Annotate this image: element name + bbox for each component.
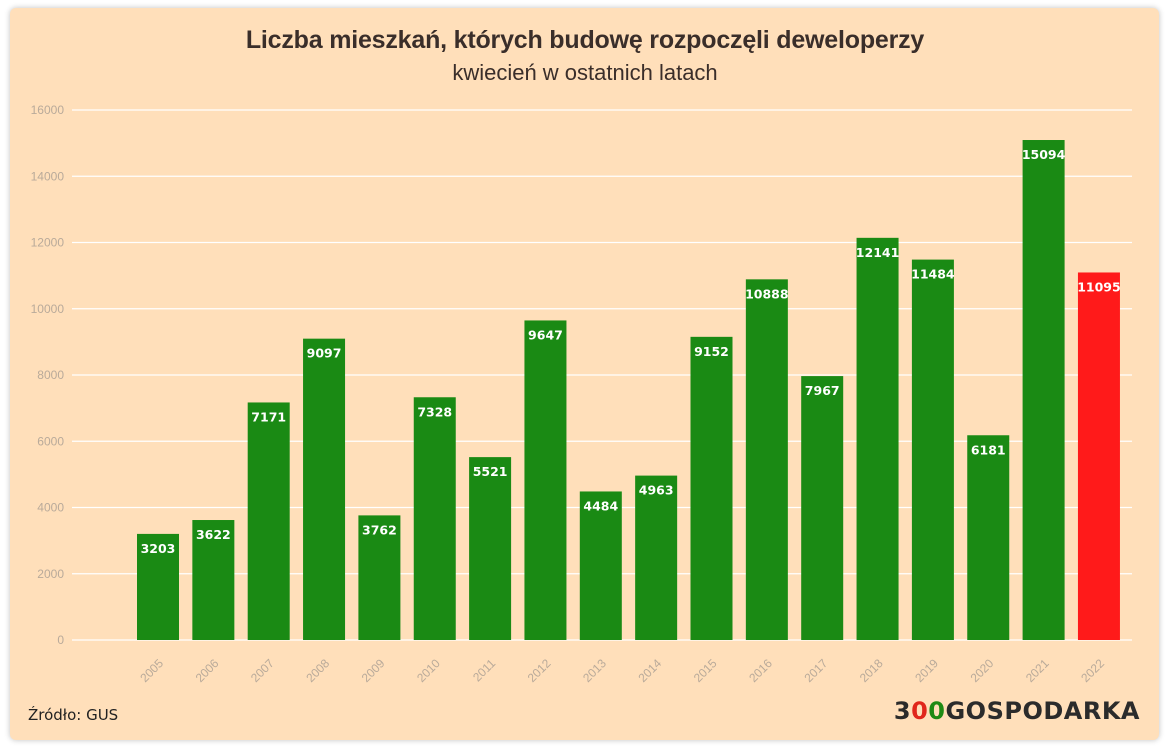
source-note: Źródło: GUS (28, 706, 119, 724)
data-label: 9152 (694, 344, 729, 359)
x-tick-label: 2022 (1078, 656, 1107, 685)
y-tick-label: 2000 (37, 567, 64, 581)
data-label: 7328 (417, 404, 452, 419)
x-tick-label: 2020 (968, 656, 997, 685)
bars (137, 140, 1120, 641)
x-tick-label: 2011 (470, 656, 498, 684)
bar-2007 (247, 402, 290, 640)
bar-2020 (967, 435, 1010, 640)
data-label: 4484 (583, 498, 618, 513)
x-tick-label: 2015 (691, 656, 720, 685)
data-label: 7171 (251, 409, 286, 424)
x-tick-label: 2019 (912, 656, 941, 685)
data-label: 9647 (528, 327, 563, 342)
data-label: 3622 (196, 527, 231, 542)
x-tick-label: 2009 (359, 656, 388, 685)
logo-part: 0 (928, 697, 946, 725)
bar-2016 (745, 279, 788, 640)
bar-2019 (911, 259, 954, 640)
x-tick-label: 2016 (746, 656, 775, 685)
bar-2009 (358, 515, 401, 640)
x-tick-label: 2017 (802, 656, 831, 685)
logo-part: GOSPODARKA (945, 697, 1140, 725)
y-tick-label: 0 (57, 633, 64, 647)
bar-2011 (469, 457, 512, 640)
bar-2010 (413, 397, 456, 640)
x-tick-label: 2021 (1023, 656, 1052, 685)
x-tick-label: 2008 (303, 656, 332, 685)
bar-2022 (1077, 272, 1120, 640)
x-tick-label: 2018 (857, 656, 886, 685)
data-label: 5521 (473, 464, 508, 479)
data-label: 11484 (911, 267, 955, 282)
x-tick-label: 2006 (193, 656, 222, 685)
y-tick-label: 12000 (31, 236, 65, 250)
chart-subtitle: kwiecień w ostatnich latach (452, 60, 718, 85)
chart-title: Liczba mieszkań, których budowę rozpoczę… (245, 26, 925, 54)
bar-2021 (1022, 140, 1065, 641)
brand-logo: 300GOSPODARKA (894, 697, 1140, 725)
y-axis-ticks: 0 2000 4000 6000 8000 10000 12000 14000 16000 (31, 103, 65, 647)
y-tick-label: 14000 (31, 169, 65, 183)
data-label: 15094 (1022, 147, 1066, 162)
bar-2017 (801, 376, 844, 640)
bar-2013 (579, 491, 622, 640)
x-tick-label: 2005 (137, 656, 166, 685)
data-label: 7967 (805, 383, 840, 398)
data-label: 9097 (307, 346, 342, 361)
y-tick-label: 6000 (37, 434, 64, 448)
x-tick-label: 2012 (525, 656, 554, 685)
data-label: 10888 (745, 286, 789, 301)
bar-2006 (192, 520, 235, 640)
data-label: 4963 (639, 483, 674, 498)
x-tick-label: 2010 (414, 656, 443, 685)
data-label: 12141 (856, 245, 900, 260)
data-labels: 3203 3622 7171 9097 3762 7328 5521 9647 4484 4963… (141, 147, 1121, 556)
bar-2018 (856, 237, 899, 640)
data-label: 3203 (141, 541, 176, 556)
logo-part: 3 (893, 697, 912, 725)
bar-2012 (524, 320, 567, 640)
y-tick-label: 16000 (31, 103, 65, 117)
bar-2014 (635, 475, 678, 640)
x-axis-ticks: 2005 2006 2007 2008 2009 2010 2011 2012 2013 2014… (137, 656, 1107, 685)
data-label: 6181 (971, 442, 1006, 457)
bar-2008 (303, 338, 346, 640)
bar-2015 (690, 336, 733, 640)
x-tick-label: 2014 (635, 656, 664, 685)
data-label: 3762 (362, 522, 397, 537)
x-tick-label: 2007 (248, 656, 277, 685)
y-tick-label: 10000 (31, 302, 65, 316)
logo-part: 0 (911, 697, 929, 725)
y-tick-label: 8000 (37, 368, 64, 382)
x-tick-label: 2013 (580, 656, 609, 685)
data-label: 11095 (1077, 279, 1121, 294)
bar-2005 (137, 533, 179, 640)
y-tick-label: 4000 (37, 501, 64, 515)
